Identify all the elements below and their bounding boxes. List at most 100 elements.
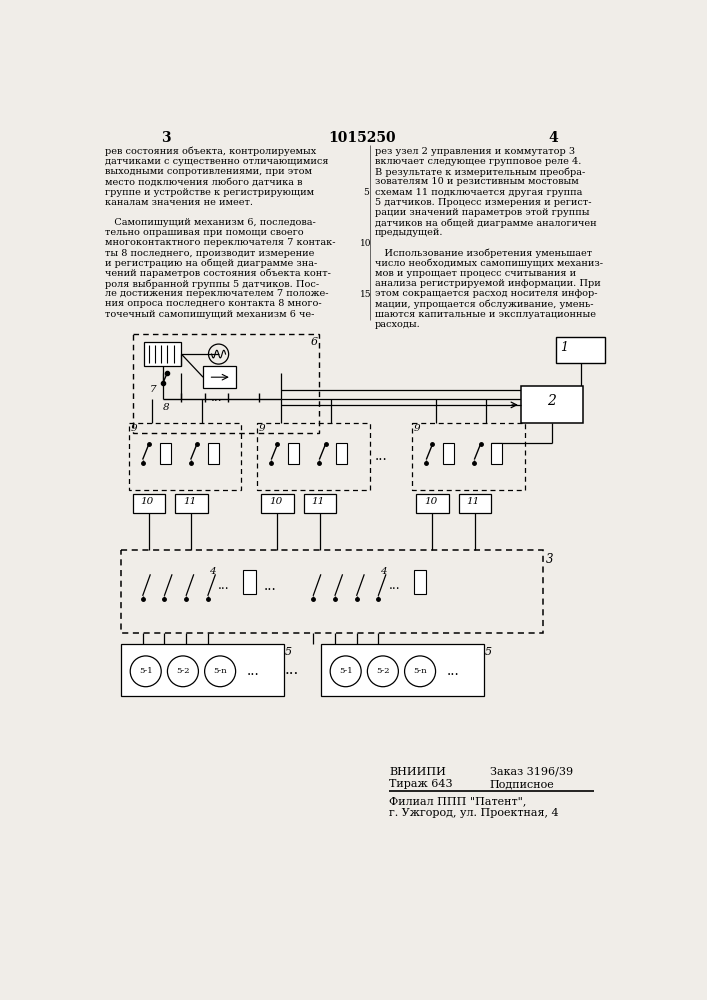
Text: датчиками с существенно отличающимися: датчиками с существенно отличающимися <box>105 157 329 166</box>
Text: 5-1: 5-1 <box>339 667 353 675</box>
Text: число необходимых самопишущих механиз-: число необходимых самопишущих механиз- <box>375 259 603 268</box>
Text: анализа регистрируемой информации. При: анализа регистрируемой информации. При <box>375 279 601 288</box>
Bar <box>243 570 256 594</box>
Text: 5-2: 5-2 <box>176 667 189 675</box>
Bar <box>556 337 604 363</box>
Text: 5: 5 <box>363 188 369 197</box>
Text: 11: 11 <box>312 497 325 506</box>
Text: 3: 3 <box>161 131 170 145</box>
Text: 5 датчиков. Процесс измерения и регист-: 5 датчиков. Процесс измерения и регист- <box>375 198 592 207</box>
Bar <box>321 644 484 696</box>
Text: 15: 15 <box>360 290 372 299</box>
Bar <box>337 443 347 464</box>
Bar <box>175 494 208 513</box>
Bar <box>521 386 583 423</box>
Text: выходными сопротивлениями, при этом: выходными сопротивлениями, при этом <box>105 167 312 176</box>
Text: датчиков на общей диаграмме аналогичен: датчиков на общей диаграмме аналогичен <box>375 218 597 228</box>
Text: шаются капитальные и эксплуатационные: шаются капитальные и эксплуатационные <box>375 310 596 319</box>
Text: 4: 4 <box>209 567 216 576</box>
Text: 10: 10 <box>360 239 372 248</box>
Text: ты 8 последнего, производит измерение: ты 8 последнего, производит измерение <box>105 249 315 258</box>
Text: зователям 10 и резистивным мостовым: зователям 10 и резистивным мостовым <box>375 177 579 186</box>
Text: 5: 5 <box>285 647 293 657</box>
Bar <box>459 494 491 513</box>
Text: г. Ужгород, ул. Проектная, 4: г. Ужгород, ул. Проектная, 4 <box>389 808 559 818</box>
Text: 8: 8 <box>163 403 169 412</box>
Text: ния опроса последнего контакта 8 много-: ния опроса последнего контакта 8 много- <box>105 299 322 308</box>
Text: рев состояния объекта, контролируемых: рев состояния объекта, контролируемых <box>105 147 317 156</box>
Text: предыдущей.: предыдущей. <box>375 228 443 237</box>
Bar <box>160 443 170 464</box>
Text: мации, упрощается обслуживание, умень-: мации, упрощается обслуживание, умень- <box>375 299 594 309</box>
Text: Филиал ППП "Патент",: Филиал ППП "Патент", <box>389 796 527 806</box>
Bar <box>414 570 426 594</box>
Text: ВНИИПИ: ВНИИПИ <box>389 767 446 777</box>
Text: Заказ 3196/39: Заказ 3196/39 <box>490 767 573 777</box>
Bar <box>129 423 241 490</box>
Bar <box>132 494 165 513</box>
Text: Использование изобретения уменьшает: Использование изобретения уменьшает <box>375 249 592 258</box>
Text: ...: ... <box>211 391 222 404</box>
Text: 10: 10 <box>140 497 153 506</box>
Text: ...: ... <box>218 579 230 592</box>
Text: ...: ... <box>284 663 298 677</box>
Text: многоконтактного переключателя 7 контак-: многоконтактного переключателя 7 контак- <box>105 238 336 247</box>
Text: 11: 11 <box>467 497 480 506</box>
Bar <box>144 342 182 366</box>
Text: 1015250: 1015250 <box>329 131 396 145</box>
Bar <box>412 423 525 490</box>
Text: рации значений параметров этой группы: рации значений параметров этой группы <box>375 208 590 217</box>
Text: тельно опрашивая при помощи своего: тельно опрашивая при помощи своего <box>105 228 304 237</box>
Text: включает следующее групповое реле 4.: включает следующее групповое реле 4. <box>375 157 581 166</box>
Bar <box>304 494 337 513</box>
Text: ...: ... <box>246 664 259 678</box>
Text: 5-n: 5-n <box>414 667 427 675</box>
Text: ...: ... <box>375 449 387 463</box>
Bar <box>491 443 502 464</box>
Text: роля выбранной группы 5 датчиков. Пос-: роля выбранной группы 5 датчиков. Пос- <box>105 279 320 289</box>
Text: и регистрацию на общей диаграмме зна-: и регистрацию на общей диаграмме зна- <box>105 259 317 268</box>
Bar <box>261 494 293 513</box>
Text: точечный самопишущий механизм 6 че-: точечный самопишущий механизм 6 че- <box>105 310 315 319</box>
Bar <box>134 334 320 433</box>
Text: этом сокращается расход носителя инфор-: этом сокращается расход носителя инфор- <box>375 289 597 298</box>
Text: Тираж 643: Тираж 643 <box>389 779 452 789</box>
Text: 10: 10 <box>269 497 282 506</box>
Text: 5-1: 5-1 <box>139 667 153 675</box>
Text: 9: 9 <box>414 424 421 433</box>
Text: 10: 10 <box>424 497 437 506</box>
Text: рез узел 2 управления и коммутатор 3: рез узел 2 управления и коммутатор 3 <box>375 147 575 156</box>
Text: расходы.: расходы. <box>375 320 421 329</box>
Text: 9: 9 <box>259 424 266 433</box>
Text: Самопишущий механизм 6, последова-: Самопишущий механизм 6, последова- <box>105 218 316 227</box>
Text: ...: ... <box>264 579 277 593</box>
Text: 7: 7 <box>149 385 156 394</box>
Text: ...: ... <box>446 664 459 678</box>
Text: 6: 6 <box>310 337 317 347</box>
Bar <box>416 494 449 513</box>
Text: 9: 9 <box>130 424 137 433</box>
Bar <box>208 443 218 464</box>
Text: 5-2: 5-2 <box>376 667 390 675</box>
Bar <box>203 366 235 388</box>
Text: 1: 1 <box>561 341 568 354</box>
Text: место подключения любого датчика в: место подключения любого датчика в <box>105 177 303 186</box>
Bar <box>288 443 299 464</box>
Text: чений параметров состояния объекта конт-: чений параметров состояния объекта конт- <box>105 269 332 278</box>
Text: мов и упрощает процесс считывания и: мов и упрощает процесс считывания и <box>375 269 576 278</box>
Text: В результате к измерительным преобра-: В результате к измерительным преобра- <box>375 167 585 177</box>
Text: Подписное: Подписное <box>490 779 554 789</box>
Text: ле достижения переключателем 7 положе-: ле достижения переключателем 7 положе- <box>105 289 329 298</box>
Text: 3: 3 <box>546 553 553 566</box>
Text: 4: 4 <box>380 567 386 576</box>
Text: группе и устройстве к регистрирующим: группе и устройстве к регистрирующим <box>105 188 315 197</box>
Text: 11: 11 <box>183 497 196 506</box>
Text: 2: 2 <box>547 394 556 408</box>
Bar <box>121 550 543 633</box>
Text: ...: ... <box>389 579 400 592</box>
Bar <box>121 644 284 696</box>
Text: 5-n: 5-n <box>214 667 227 675</box>
Text: каналам значения не имеет.: каналам значения не имеет. <box>105 198 253 207</box>
Bar <box>443 443 454 464</box>
Bar <box>257 423 370 490</box>
